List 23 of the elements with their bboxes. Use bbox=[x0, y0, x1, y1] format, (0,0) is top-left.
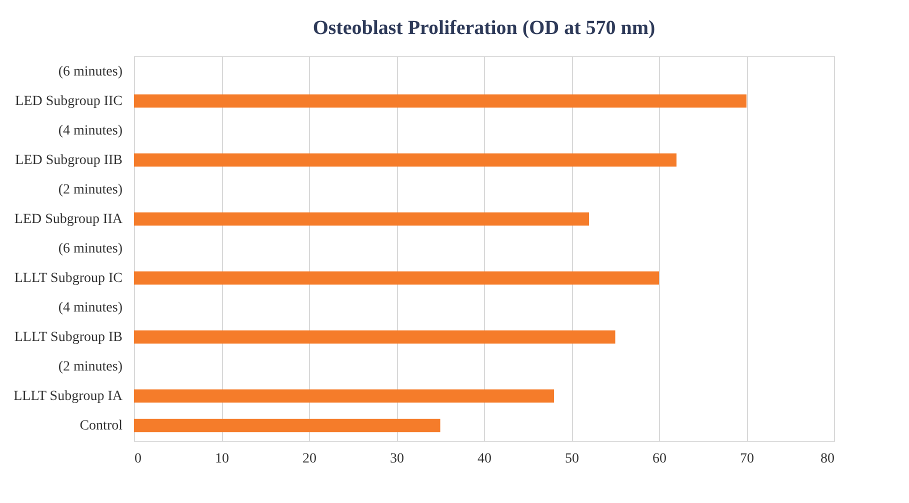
x-tick-label: 40 bbox=[478, 452, 492, 466]
y-tick-label: LED Subgroup IIC bbox=[15, 94, 122, 109]
y-tick-label: LED Subgroup IIB bbox=[15, 152, 122, 168]
chart-title: Osteoblast Proliferation (OD at 570 nm) bbox=[312, 17, 656, 39]
x-tick-label: 10 bbox=[215, 452, 229, 466]
x-tick-label: 0 bbox=[134, 452, 142, 466]
y-tick-label: Control bbox=[80, 418, 123, 434]
y-tick-label: (4 minutes) bbox=[58, 300, 123, 316]
y-tick-label: (4 minutes) bbox=[58, 123, 123, 138]
y-tick-label: (2 minutes) bbox=[58, 360, 123, 375]
y-tick-label: (6 minutes) bbox=[58, 242, 123, 256]
x-tick-label: 60 bbox=[652, 452, 666, 466]
y-tick-label: (6 minutes) bbox=[58, 64, 123, 80]
x-tick-label: 50 bbox=[565, 452, 579, 466]
y-tick-label: (2 minutes) bbox=[58, 182, 123, 198]
y-tick-label: LLLT Subgroup IA bbox=[14, 389, 124, 404]
y-tick-label: LED Subgroup IIA bbox=[14, 212, 124, 227]
x-tick-label: 80 bbox=[820, 452, 834, 466]
y-tick-label: LLLT Subgroup IC bbox=[14, 271, 122, 286]
x-tick-label: 20 bbox=[302, 452, 316, 466]
x-tick-label: 30 bbox=[390, 452, 404, 466]
x-tick-label: 70 bbox=[740, 452, 754, 466]
y-tick-label: LLLT Subgroup IB bbox=[14, 330, 122, 346]
